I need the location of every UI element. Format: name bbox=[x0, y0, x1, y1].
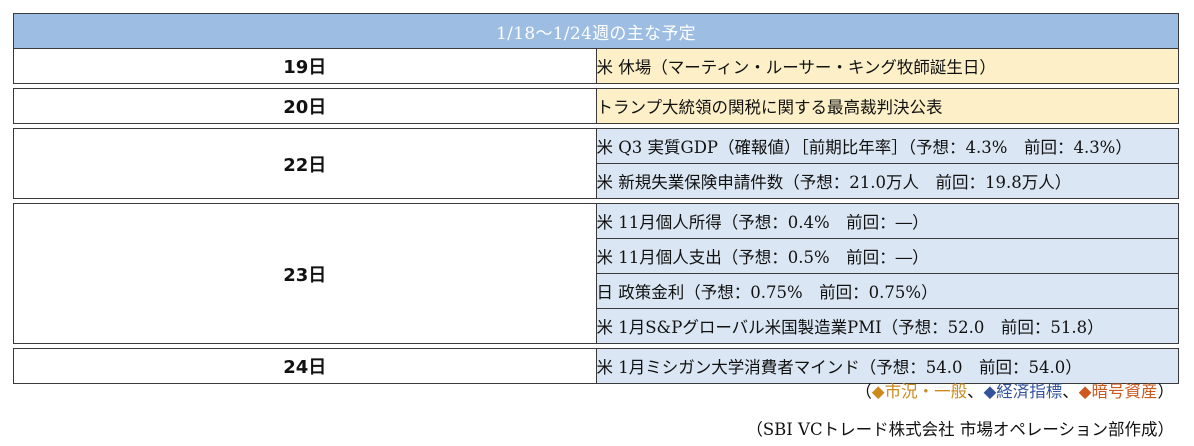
table-row: 23日 米 11月個人所得（予想：0.4% 前回：―） bbox=[13, 203, 1179, 344]
economic-diamond-icon: ◆ bbox=[983, 382, 997, 401]
day-cell: 20日 bbox=[13, 88, 597, 124]
event-cell: 米 新規失業保険申請件数（予想：21.0万人 前回：19.8万人） bbox=[595, 163, 1179, 199]
event-cell: 米 11月個人所得（予想：0.4% 前回：―） bbox=[595, 203, 1179, 239]
legend-market-label: 市況・一般 bbox=[884, 382, 968, 401]
event-cell: 米 1月ミシガン大学消費者マインド（予想：54.0 前回：54.0） bbox=[595, 348, 1179, 384]
table-row: 米 1月S&Pグローバル米国製造業PMI（予想：52.0 前回：51.8） bbox=[14, 308, 1179, 344]
source-credit: （SBI VCトレード株式会社 市場オペレーション部作成） bbox=[746, 420, 1174, 439]
day-cell: 22日 bbox=[13, 128, 597, 199]
event-cell: 米 1月S&Pグローバル米国製造業PMI（予想：52.0 前回：51.8） bbox=[595, 308, 1179, 344]
legend-open-paren: （ bbox=[855, 382, 872, 401]
event-cell: 米 Q3 実質GDP（確報値）［前期比年率］（予想：4.3% 前回：4.3%） bbox=[595, 128, 1179, 164]
category-legend: （◆市況・一般、◆経済指標、◆暗号資産） bbox=[855, 378, 1174, 402]
market-diamond-icon: ◆ bbox=[871, 382, 885, 401]
schedule-table: 1/18〜1/24週の主な予定 19日 米 休場（マーティン・ルーサー・キング牧… bbox=[13, 13, 1179, 384]
day-cell: 19日 bbox=[13, 48, 597, 84]
table-row: 米 新規失業保険申請件数（予想：21.0万人 前回：19.8万人） bbox=[14, 163, 1179, 199]
legend-economic-label: 経済指標 bbox=[996, 382, 1063, 401]
table-row: 米 11月個人支出（予想：0.5% 前回：―） bbox=[14, 238, 1179, 274]
table-row: 20日 トランプ大統領の関税に関する最高裁判決公表 bbox=[13, 88, 1179, 124]
table-row: 24日 米 1月ミシガン大学消費者マインド（予想：54.0 前回：54.0） bbox=[13, 348, 1179, 384]
legend-separator: 、 bbox=[967, 382, 984, 401]
table-row: 22日 米 Q3 実質GDP（確報値）［前期比年率］（予想：4.3% 前回：4.… bbox=[13, 128, 1179, 199]
legend-crypto-label: 暗号資産 bbox=[1091, 382, 1158, 401]
day-cell: 24日 bbox=[13, 348, 597, 384]
event-cell: 米 休場（マーティン・ルーサー・キング牧師誕生日） bbox=[595, 48, 1179, 84]
table-row: 19日 米 休場（マーティン・ルーサー・キング牧師誕生日） bbox=[13, 48, 1179, 84]
crypto-diamond-icon: ◆ bbox=[1078, 382, 1092, 401]
day-cell: 23日 bbox=[13, 203, 597, 344]
event-cell: 日 政策金利（予想：0.75% 前回：0.75%） bbox=[595, 273, 1179, 309]
event-cell: 米 11月個人支出（予想：0.5% 前回：―） bbox=[595, 238, 1179, 274]
header-row: 1/18〜1/24週の主な予定 bbox=[13, 13, 1179, 49]
legend-separator: 、 bbox=[1062, 382, 1079, 401]
event-cell: トランプ大統領の関税に関する最高裁判決公表 bbox=[595, 88, 1179, 124]
table-title: 1/18〜1/24週の主な予定 bbox=[13, 13, 1179, 49]
table-row: 日 政策金利（予想：0.75% 前回：0.75%） bbox=[14, 273, 1179, 309]
legend-close-paren: ） bbox=[1157, 382, 1175, 401]
